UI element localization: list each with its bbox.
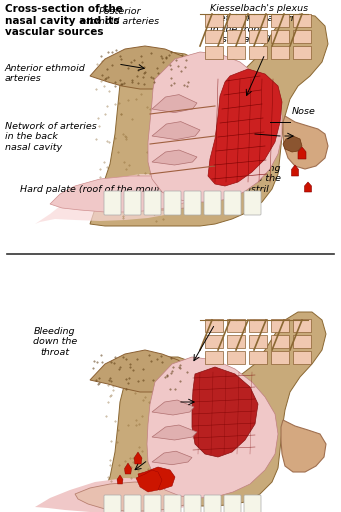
Polygon shape xyxy=(117,475,123,484)
Polygon shape xyxy=(35,174,195,224)
Bar xyxy=(249,351,267,364)
Polygon shape xyxy=(292,165,298,176)
Text: Bleeding
down the
throat: Bleeding down the throat xyxy=(33,327,77,357)
Bar xyxy=(249,30,267,43)
Bar xyxy=(293,46,311,59)
Bar xyxy=(227,319,245,332)
FancyBboxPatch shape xyxy=(224,495,241,512)
Polygon shape xyxy=(152,122,200,140)
Polygon shape xyxy=(90,46,192,89)
Bar xyxy=(205,30,223,43)
FancyBboxPatch shape xyxy=(224,191,241,215)
Polygon shape xyxy=(138,467,175,490)
Bar xyxy=(271,319,289,332)
FancyBboxPatch shape xyxy=(184,191,201,215)
Polygon shape xyxy=(90,14,328,226)
Text: Nose: Nose xyxy=(292,108,316,117)
Polygon shape xyxy=(283,136,302,152)
Polygon shape xyxy=(298,147,306,159)
FancyBboxPatch shape xyxy=(144,191,161,215)
Bar xyxy=(271,335,289,348)
Bar xyxy=(293,351,311,364)
Polygon shape xyxy=(281,420,326,472)
Bar xyxy=(0,0,341,254)
Bar xyxy=(271,46,289,59)
Text: Kiesselbach's plexus
(network of arteries
in the front
nasal cavity): Kiesselbach's plexus (network of arterie… xyxy=(210,4,308,44)
Polygon shape xyxy=(152,425,197,440)
Polygon shape xyxy=(148,52,282,202)
Polygon shape xyxy=(305,182,311,192)
FancyBboxPatch shape xyxy=(244,495,261,512)
FancyBboxPatch shape xyxy=(244,191,261,215)
FancyBboxPatch shape xyxy=(104,495,121,512)
Polygon shape xyxy=(136,470,162,492)
Text: Cross-section of the
nasal cavity and its
vascular sources: Cross-section of the nasal cavity and it… xyxy=(5,4,123,37)
Text: Network of arteries
in the back
nasal cavity: Network of arteries in the back nasal ca… xyxy=(5,122,97,152)
Bar xyxy=(249,14,267,27)
FancyBboxPatch shape xyxy=(104,191,121,215)
Polygon shape xyxy=(35,478,190,512)
FancyBboxPatch shape xyxy=(124,495,141,512)
Bar xyxy=(249,319,267,332)
FancyBboxPatch shape xyxy=(204,495,221,512)
FancyBboxPatch shape xyxy=(184,495,201,512)
Bar xyxy=(227,335,245,348)
FancyBboxPatch shape xyxy=(164,191,181,215)
Bar xyxy=(227,14,245,27)
Polygon shape xyxy=(152,95,197,113)
Bar xyxy=(205,14,223,27)
Bar xyxy=(205,351,223,364)
Text: Bleeding
from the
nostril: Bleeding from the nostril xyxy=(240,164,282,194)
Bar xyxy=(249,335,267,348)
Polygon shape xyxy=(50,176,200,212)
Bar xyxy=(227,351,245,364)
Bar xyxy=(0,258,341,512)
Bar xyxy=(293,335,311,348)
Polygon shape xyxy=(208,69,282,186)
FancyBboxPatch shape xyxy=(204,191,221,215)
Text: Hard palate (roof of the mouth): Hard palate (roof of the mouth) xyxy=(20,185,170,195)
Bar xyxy=(271,30,289,43)
Bar xyxy=(249,46,267,59)
Polygon shape xyxy=(152,150,197,165)
FancyBboxPatch shape xyxy=(164,495,181,512)
Bar xyxy=(271,14,289,27)
Text: Posterior
ethmoid arteries: Posterior ethmoid arteries xyxy=(80,7,160,27)
Polygon shape xyxy=(192,367,258,457)
Bar xyxy=(227,30,245,43)
Bar xyxy=(293,14,311,27)
Bar xyxy=(227,46,245,59)
Bar xyxy=(293,319,311,332)
Polygon shape xyxy=(152,451,192,465)
Text: Anterior ethmoid
arteries: Anterior ethmoid arteries xyxy=(5,64,86,83)
Bar xyxy=(271,351,289,364)
Polygon shape xyxy=(152,400,194,415)
FancyBboxPatch shape xyxy=(144,495,161,512)
Polygon shape xyxy=(90,350,192,392)
Polygon shape xyxy=(75,482,192,511)
Bar xyxy=(205,335,223,348)
Polygon shape xyxy=(124,463,132,474)
Polygon shape xyxy=(147,357,278,498)
Bar xyxy=(293,30,311,43)
Bar xyxy=(205,46,223,59)
Polygon shape xyxy=(75,179,205,210)
Bar xyxy=(205,319,223,332)
FancyBboxPatch shape xyxy=(124,191,141,215)
Polygon shape xyxy=(100,312,326,506)
Polygon shape xyxy=(134,452,142,464)
Polygon shape xyxy=(283,116,328,169)
